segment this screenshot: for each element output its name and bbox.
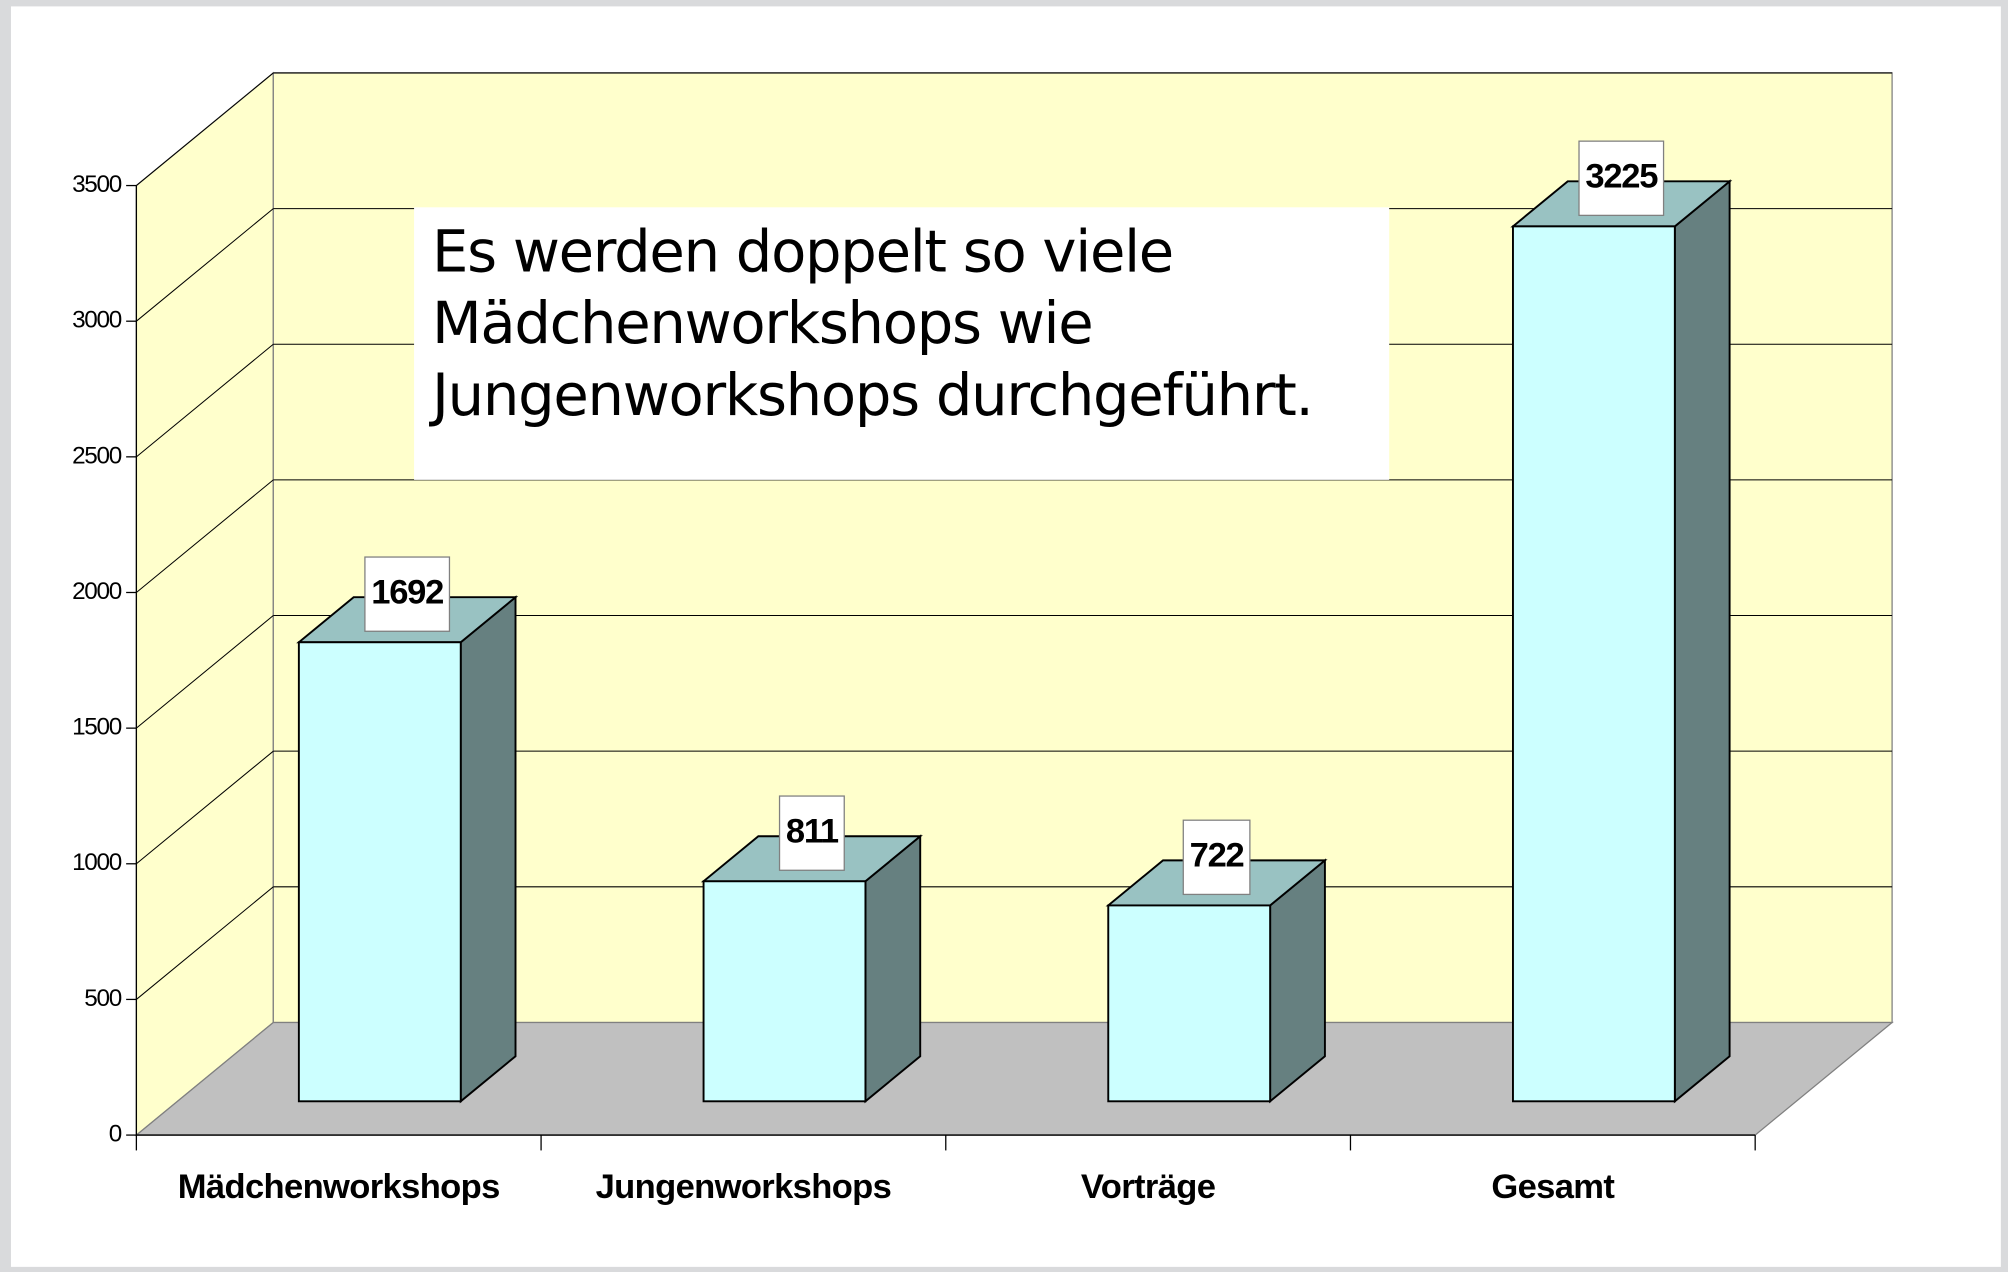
annotation-box (414, 207, 1390, 480)
annotation-line: Jungenworkshops durchgeführt. (429, 362, 1313, 429)
value-label-box (1578, 140, 1665, 217)
y-tick-label: 2000 (72, 578, 122, 605)
annotation-line: Es werden doppelt so viele (432, 219, 1173, 286)
value-label: 1692 (371, 573, 443, 611)
value-label: 811 (786, 812, 839, 850)
bar (297, 641, 462, 1103)
bar-side (1673, 179, 1731, 1104)
bar-side (864, 834, 922, 1104)
bar-side (459, 595, 517, 1104)
x-tick-label: Jungenworkshops (596, 1168, 892, 1206)
grid-line (136, 72, 274, 186)
value-label: 3225 (1585, 157, 1658, 195)
grid-line (136, 750, 274, 865)
value-label-box (778, 795, 845, 871)
y-tick-label: 3000 (72, 307, 122, 334)
value-label: 722 (1190, 836, 1244, 874)
y-tick-label: 3500 (72, 171, 122, 198)
grid-line (136, 343, 274, 458)
bar (1512, 225, 1676, 1103)
y-tick-label: 0 (109, 1120, 122, 1147)
value-label-box (364, 556, 451, 632)
y-tick-label: 500 (84, 985, 121, 1012)
grid-line (136, 886, 274, 1000)
x-tick-label: Vorträge (1081, 1168, 1216, 1206)
left-wall (135, 71, 274, 1137)
value-label-box (1182, 819, 1251, 896)
grid-line (136, 479, 274, 593)
bars: 1692 811 722 3225 (296, 140, 1733, 1104)
grid-line (136, 615, 274, 729)
annotation-line: Mädchenworkshops wie (432, 290, 1092, 357)
x-tick-label: Mädchenworkshops (178, 1168, 500, 1206)
y-tick-label: 1000 (72, 849, 122, 876)
bar (702, 880, 867, 1103)
y-tick-label: 1500 (72, 714, 122, 741)
grid-line (136, 208, 274, 322)
annotation: Es werden doppelt so vieleMädchenworksho… (429, 219, 1314, 429)
bar (1107, 904, 1272, 1103)
y-tick-label: 2500 (72, 442, 122, 469)
x-tick-label: Gesamt (1491, 1168, 1615, 1206)
